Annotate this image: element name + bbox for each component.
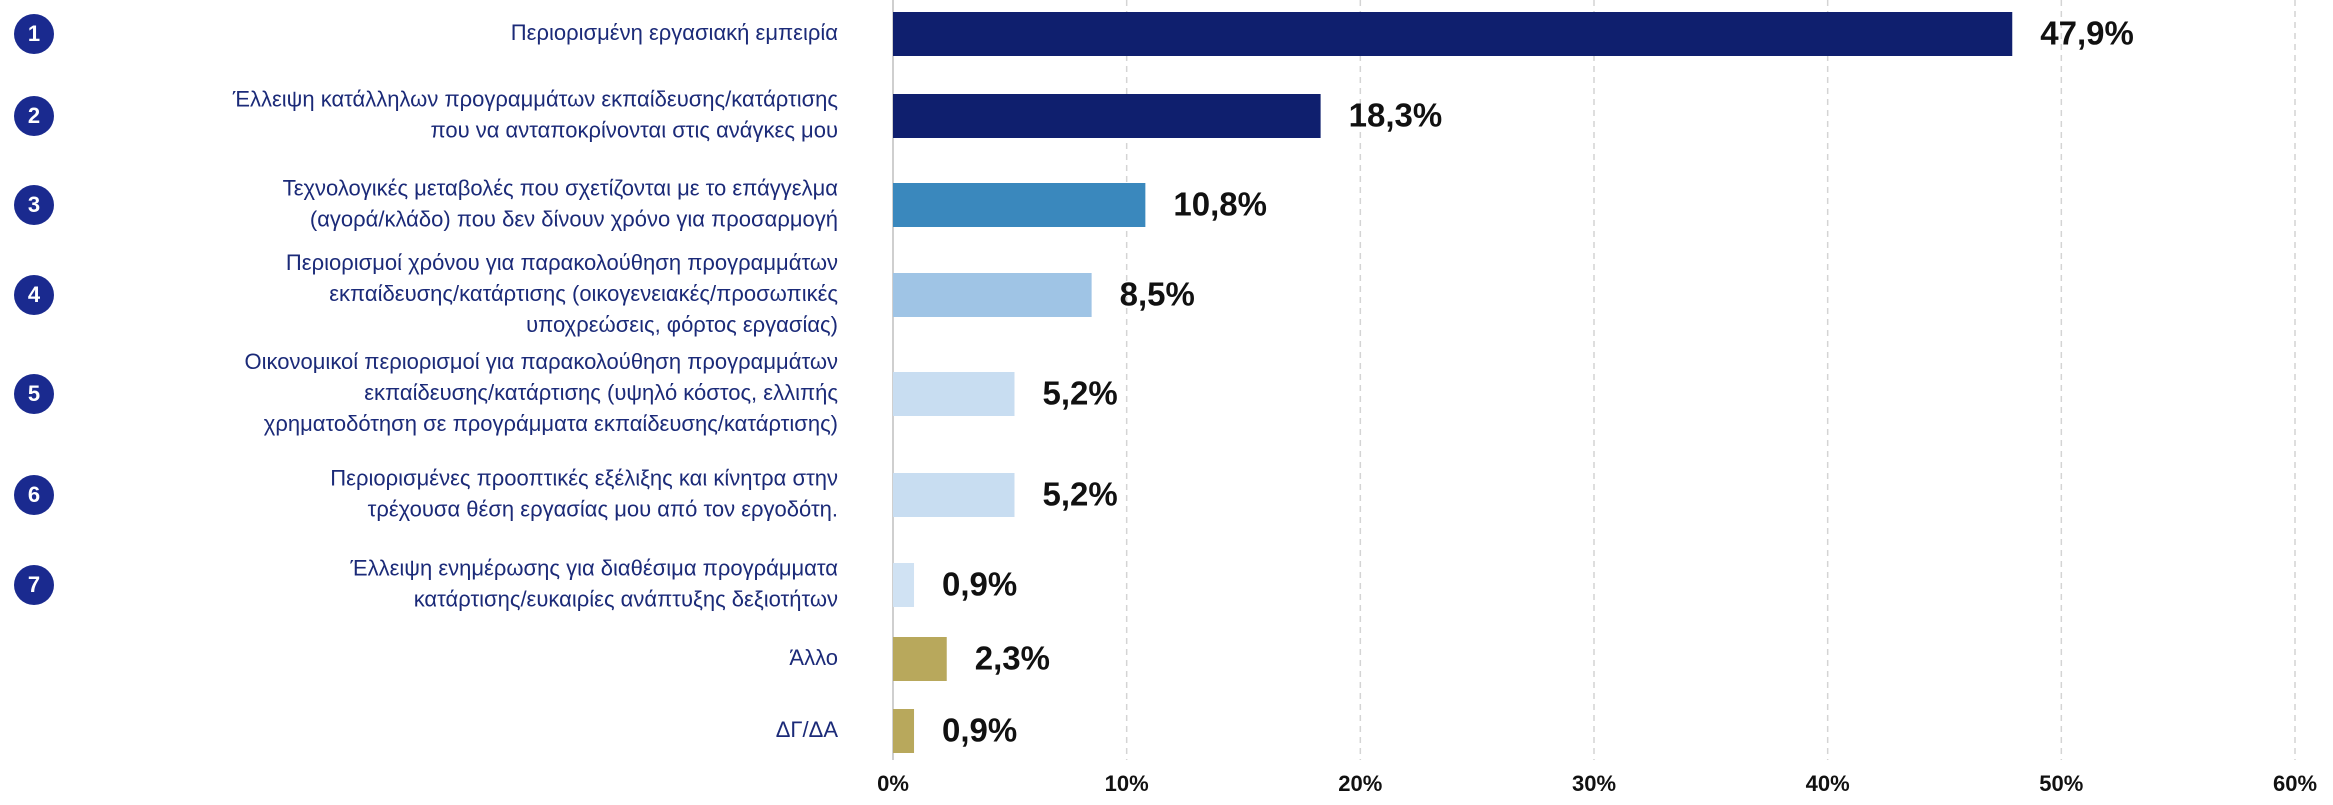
value-label: 18,3% [1349, 97, 1443, 134]
category-label: Έλλειψη κατάλληλων προγραμμάτων εκπαίδευ… [232, 86, 838, 142]
category-label-line: Περιορισμένες προοπτικές εξέλιξης και κί… [330, 465, 838, 490]
category-label-line: Περιορισμοί χρόνου για παρακολούθηση προ… [286, 250, 838, 275]
bar [893, 94, 1321, 138]
bar [893, 372, 1015, 416]
category-label: Άλλο [789, 645, 838, 670]
category-label: ΔΓ/ΔΑ [776, 717, 839, 742]
category-label: Περιορισμοί χρόνου για παρακολούθηση προ… [286, 250, 838, 337]
category-label-line: Έλλειψη κατάλληλων προγραμμάτων εκπαίδευ… [232, 86, 838, 111]
category-label-line: Τεχνολογικές μεταβολές που σχετίζονται μ… [283, 175, 839, 200]
x-tick-label: 40% [1806, 771, 1850, 796]
value-label: 0,9% [942, 566, 1017, 603]
category-label-line: εκπαίδευσης/κατάρτισης (οικογενειακές/πρ… [329, 281, 838, 306]
bar [893, 709, 915, 753]
badge [14, 96, 54, 136]
badge-number: 3 [28, 192, 40, 217]
badge [14, 565, 54, 605]
badge-number: 5 [28, 381, 40, 406]
category-label-line: Οικονομικοί περιορισμοί για παρακολούθησ… [245, 349, 838, 374]
bar [893, 183, 1146, 227]
value-label: 8,5% [1120, 276, 1195, 313]
category-label-line: χρηματοδότηση σε προγράμματα εκπαίδευσης… [264, 411, 838, 436]
badge [14, 475, 54, 515]
value-label: 47,9% [2040, 15, 2134, 52]
badge-number: 7 [28, 572, 40, 597]
bar [893, 563, 915, 607]
category-label-line: υποχρεώσεις, φόρτος εργασίας) [526, 312, 838, 337]
x-tick-label: 20% [1338, 771, 1382, 796]
value-label: 0,9% [942, 712, 1017, 749]
bar [893, 273, 1092, 317]
badge-number: 1 [28, 21, 40, 46]
badge [14, 14, 54, 54]
x-tick-label: 30% [1572, 771, 1616, 796]
category-label-line: τρέχουσα θέση εργασίας μου από τον εργοδ… [368, 496, 838, 521]
badge-number: 6 [28, 482, 40, 507]
value-label: 2,3% [975, 640, 1050, 677]
category-label: Οικονομικοί περιορισμοί για παρακολούθησ… [245, 349, 838, 436]
category-label-line: (αγορά/κλάδο) που δεν δίνουν χρόνο για π… [310, 206, 838, 231]
bar [893, 12, 2013, 56]
category-label-line: Περιορισμένη εργασιακή εμπειρία [511, 20, 838, 45]
badge [14, 275, 54, 315]
category-label: Τεχνολογικές μεταβολές που σχετίζονται μ… [283, 175, 839, 231]
value-label: 5,2% [1043, 375, 1118, 412]
badge-number: 4 [28, 282, 41, 307]
category-label: Περιορισμένες προοπτικές εξέλιξης και κί… [330, 465, 838, 521]
category-label-line: Έλλειψη ενημέρωσης για διαθέσιμα προγράμ… [349, 555, 838, 580]
bar [893, 473, 1015, 517]
x-tick-label: 60% [2273, 771, 2317, 796]
category-label: Έλλειψη ενημέρωσης για διαθέσιμα προγράμ… [349, 555, 838, 611]
category-label-line: κατάρτισης/ευκαιρίες ανάπτυξης δεξιοτήτω… [414, 586, 838, 611]
x-tick-label: 10% [1105, 771, 1149, 796]
category-label-line: εκπαίδευσης/κατάρτισης (υψηλό κόστος, ελ… [364, 380, 838, 405]
value-label: 5,2% [1043, 476, 1118, 513]
badge-number: 2 [28, 103, 40, 128]
category-label-line: ΔΓ/ΔΑ [776, 717, 839, 742]
bar [893, 637, 947, 681]
value-label: 10,8% [1173, 186, 1267, 223]
x-tick-label: 50% [2039, 771, 2083, 796]
category-label: Περιορισμένη εργασιακή εμπειρία [511, 20, 838, 45]
badge [14, 185, 54, 225]
x-tick-label: 0% [877, 771, 909, 796]
category-label-line: Άλλο [789, 645, 838, 670]
badge [14, 374, 54, 414]
category-label-line: που να ανταποκρίνονται στις ανάγκες μου [430, 117, 838, 142]
